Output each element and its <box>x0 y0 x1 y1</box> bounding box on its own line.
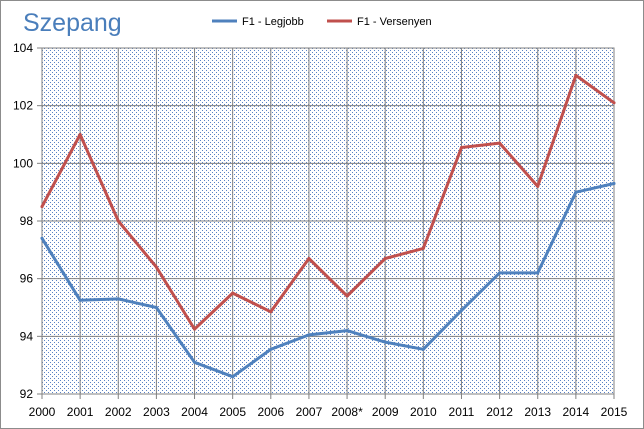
data-point <box>383 256 387 260</box>
data-point <box>154 265 158 269</box>
x-tick-label: 2005 <box>219 405 246 419</box>
x-tick-label: 2011 <box>449 405 475 419</box>
x-tick-label: 2008* <box>331 405 363 419</box>
data-point <box>383 340 387 344</box>
data-point <box>116 297 120 301</box>
x-tick-label: 2003 <box>143 405 170 419</box>
y-tick-label: 102 <box>13 99 33 113</box>
legend: F1 - Legjobb F1 - Versenyen <box>212 16 432 28</box>
x-tick-label: 2009 <box>372 405 399 419</box>
y-tick-label: 104 <box>13 41 33 55</box>
x-tick-label: 2006 <box>257 405 284 419</box>
x-tick-label: 2014 <box>563 405 590 419</box>
plot-area: 92 94 96 98 100 102 104 2000 2001 2002 2003 2004 200… <box>13 41 628 419</box>
data-point <box>498 271 502 275</box>
data-point <box>193 360 197 364</box>
y-tick-label: 92 <box>20 387 34 401</box>
x-tick-label: 2002 <box>105 405 132 419</box>
data-point <box>269 310 273 314</box>
data-point <box>78 133 82 136</box>
x-tick-label: 2010 <box>410 405 437 419</box>
data-point <box>231 291 235 295</box>
data-point <box>269 347 273 351</box>
x-tick-label: 2012 <box>486 405 513 419</box>
legend-label-0: F1 - Legjobb <box>242 16 304 28</box>
y-tick-label: 98 <box>20 214 34 228</box>
data-point <box>345 294 349 298</box>
data-point <box>116 219 120 223</box>
x-tick-label: 2015 <box>601 405 628 419</box>
x-tick-label: 2000 <box>29 405 56 419</box>
data-point <box>536 271 540 275</box>
series-line-1 <box>40 73 616 331</box>
data-point <box>307 256 311 260</box>
series-line-0 <box>40 182 616 379</box>
data-point <box>345 329 349 333</box>
y-tick-label: 100 <box>13 156 33 170</box>
data-point <box>536 184 540 188</box>
x-tick-label: 2007 <box>296 405 323 419</box>
data-point <box>78 298 82 302</box>
data-point <box>459 308 463 312</box>
data-point <box>421 246 425 250</box>
data-point <box>307 333 311 337</box>
data-point <box>459 145 463 149</box>
data-point <box>498 141 502 145</box>
x-tick-label: 2001 <box>67 405 94 419</box>
data-point <box>574 190 578 194</box>
plot-border <box>41 47 615 395</box>
data-point <box>40 205 44 209</box>
data-point <box>231 375 235 379</box>
data-point <box>612 101 616 105</box>
chart-title: Szepang <box>23 9 122 37</box>
y-tick-label: 96 <box>20 272 34 286</box>
data-point <box>612 182 616 186</box>
data-point <box>40 236 44 240</box>
x-tick-label: 2004 <box>181 405 208 419</box>
data-point <box>421 347 425 351</box>
data-point <box>574 73 578 77</box>
x-tick-label: 2013 <box>524 405 551 419</box>
data-point <box>154 306 158 309</box>
y-tick-label: 94 <box>20 329 34 343</box>
legend-label-1: F1 - Versenyen <box>357 16 432 28</box>
data-point <box>193 327 197 331</box>
